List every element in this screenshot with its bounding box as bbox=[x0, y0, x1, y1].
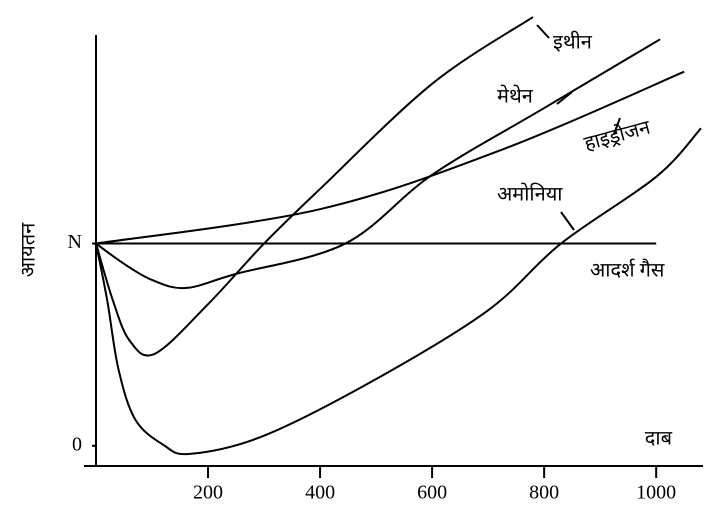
series-label: हाइड्रोजन bbox=[582, 115, 654, 155]
series-label: अमोनिया bbox=[497, 183, 563, 206]
series-label: इथीन bbox=[553, 31, 593, 54]
x-tick-label: 1000 bbox=[636, 482, 676, 504]
line bbox=[95, 70, 685, 245]
leader-line bbox=[613, 117, 621, 135]
y-tick-label: 0 bbox=[72, 433, 82, 455]
leader-line bbox=[556, 91, 573, 105]
line bbox=[95, 127, 702, 456]
y-tick-label: N bbox=[68, 231, 82, 253]
x-tick-label: 600 bbox=[417, 482, 447, 504]
y-axis-label: आयतन bbox=[18, 222, 40, 277]
leader-line bbox=[560, 211, 575, 231]
x-tick-label: 800 bbox=[529, 482, 559, 504]
series-label: आदर्श गैस bbox=[590, 259, 665, 282]
series-label: मेथेन bbox=[497, 85, 534, 108]
x-tick-label: 200 bbox=[193, 482, 223, 504]
x-axis-label: दाब bbox=[645, 428, 673, 450]
leader-line bbox=[536, 24, 550, 39]
line bbox=[95, 16, 534, 357]
line bbox=[95, 38, 661, 290]
x-tick-label: 400 bbox=[305, 482, 335, 504]
